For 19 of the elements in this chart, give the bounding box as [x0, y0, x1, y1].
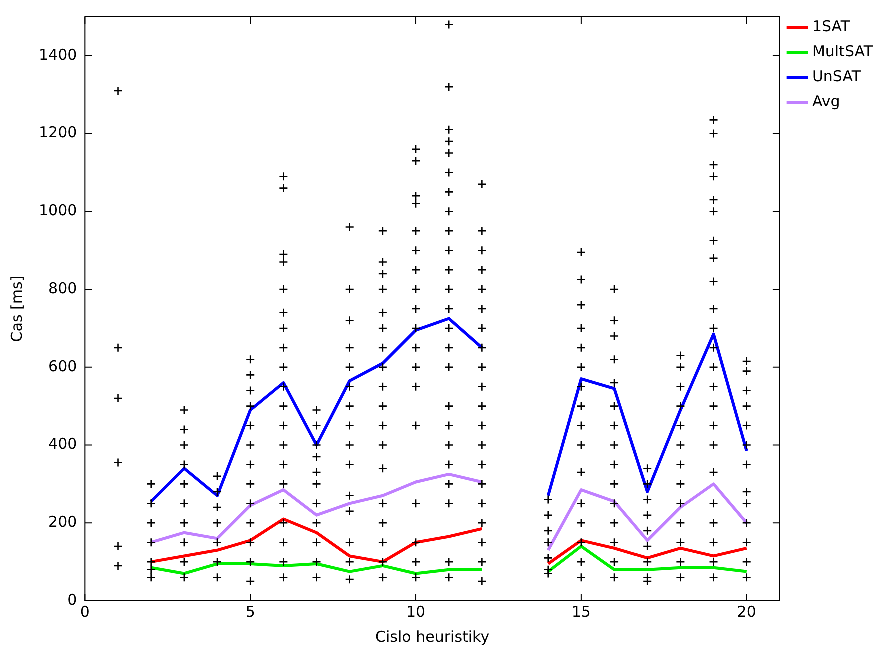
y-tick-label: 1400 — [38, 46, 78, 64]
x-tick-label: 20 — [737, 602, 756, 621]
y-tick-label: 0 — [68, 590, 78, 609]
legend-label: MultSAT — [812, 42, 874, 60]
x-tick-label: 10 — [406, 602, 426, 621]
y-tick-label: 600 — [48, 357, 78, 376]
y-tick-label: 200 — [48, 513, 78, 532]
x-axis-title: Cislo heuristiky — [376, 628, 490, 646]
y-tick-label: 1000 — [38, 202, 78, 220]
legend-label: UnSAT — [812, 67, 862, 86]
y-tick-label: 1200 — [38, 124, 78, 142]
legend-label: Avg — [812, 92, 840, 110]
x-tick-label: 15 — [572, 602, 591, 621]
y-axis-title: Cas [ms] — [8, 276, 26, 342]
legend-label: 1SAT — [812, 17, 851, 36]
y-tick-label: 400 — [48, 435, 78, 454]
x-tick-label: 0 — [80, 602, 90, 621]
y-tick-label: 800 — [48, 279, 78, 298]
x-tick-label: 5 — [246, 602, 256, 621]
